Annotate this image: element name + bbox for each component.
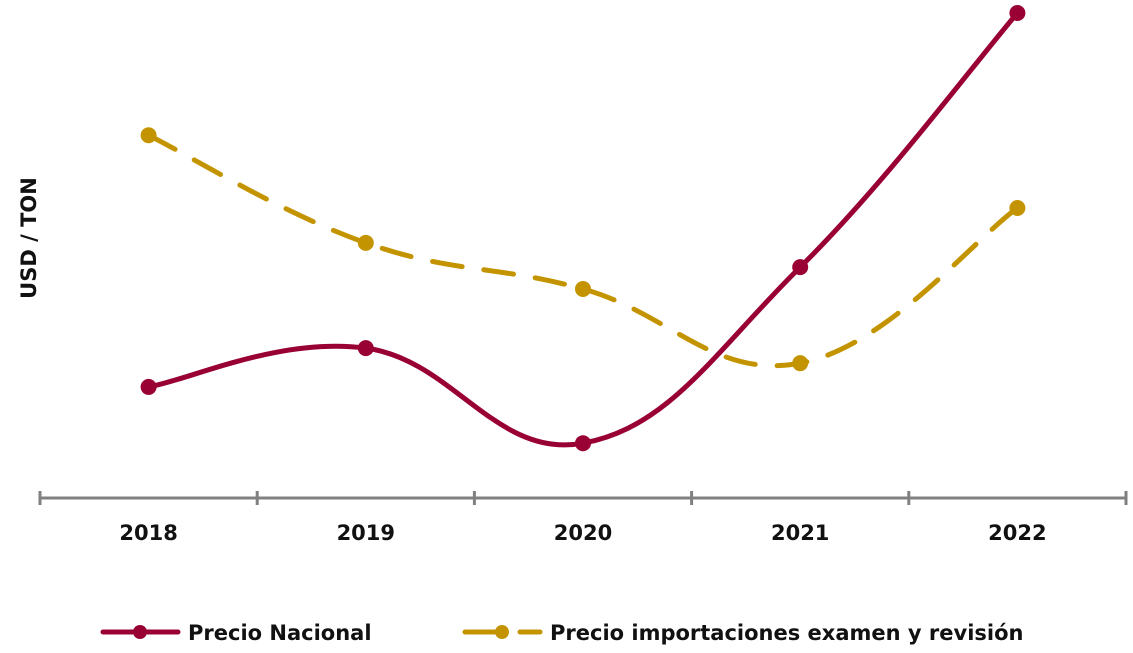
series-line — [146, 10, 1020, 448]
legend: Precio Nacional Precio importaciones exam… — [100, 621, 1023, 645]
x-tick-label: 2018 — [119, 521, 177, 545]
x-tick-label: 2022 — [988, 521, 1046, 545]
y-axis-label: USD / TON — [17, 177, 41, 299]
data-point — [575, 435, 591, 452]
legend-item: Precio importaciones examen y revisión — [462, 621, 1023, 645]
data-point — [140, 127, 157, 144]
legend-swatch-marker — [495, 625, 509, 639]
series-precio-importaciones — [140, 127, 1026, 372]
data-point — [792, 355, 809, 372]
data-point — [1009, 199, 1026, 216]
legend-label: Precio Nacional — [188, 621, 372, 645]
data-point — [1009, 5, 1026, 21]
series-line — [146, 132, 1020, 369]
x-axis: 2018 2019 2020 2021 2022 — [38, 491, 1128, 545]
data-point — [357, 340, 374, 357]
data-point — [357, 234, 374, 251]
legend-item: Precio Nacional — [100, 621, 372, 645]
x-tick-label: 2019 — [337, 521, 395, 545]
series-group — [140, 5, 1026, 452]
legend-swatch-marker — [133, 625, 147, 639]
x-tick-label: 2021 — [771, 521, 829, 545]
data-point — [140, 378, 157, 395]
x-tick-label: 2020 — [554, 521, 612, 545]
data-point — [792, 259, 809, 276]
legend-label: Precio importaciones examen y revisión — [550, 621, 1023, 645]
data-point — [575, 280, 591, 297]
series-precio-nacional — [140, 5, 1026, 452]
